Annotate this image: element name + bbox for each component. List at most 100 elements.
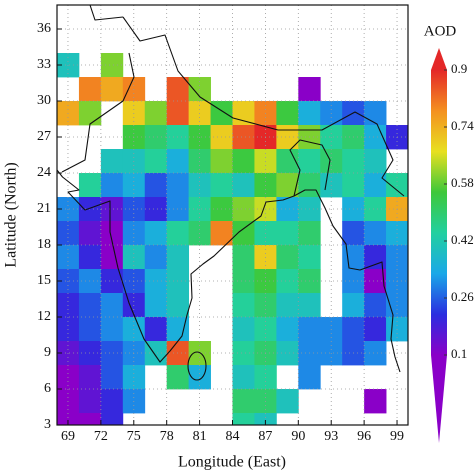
x-tick-label: 69 <box>61 429 75 444</box>
coastlines <box>57 5 405 381</box>
aod-cell <box>342 245 365 270</box>
grid <box>57 5 408 426</box>
colorbar-tick-label: 0.74 <box>451 118 474 133</box>
aod-cell <box>276 245 299 270</box>
aod-cell <box>100 149 124 174</box>
aod-cell <box>276 293 299 318</box>
aod-cell <box>100 53 124 78</box>
aod-cell <box>232 101 255 126</box>
x-tick-label: 87 <box>258 429 272 444</box>
aod-cell <box>298 317 321 342</box>
aod-cell <box>298 101 321 126</box>
aod-cell <box>276 197 299 222</box>
aod-cell <box>298 293 321 318</box>
aod-cell <box>100 365 124 390</box>
aod-cell <box>100 77 124 102</box>
aod-cell <box>276 125 299 150</box>
aod-cell <box>210 101 233 126</box>
aod-cell <box>364 269 387 294</box>
colorbar-tick-label: 0.58 <box>451 175 474 190</box>
aod-cell <box>232 293 255 318</box>
aod-cell <box>232 389 255 414</box>
aod-cell <box>166 221 190 246</box>
aod-cell <box>166 77 190 102</box>
aod-cell <box>342 221 365 246</box>
aod-cell <box>144 125 168 150</box>
x-tick-label: 99 <box>390 429 404 444</box>
aod-cell <box>100 173 124 198</box>
aod-cell <box>364 389 387 414</box>
aod-cell <box>254 413 277 425</box>
aod-cell <box>166 293 190 318</box>
aod-cell <box>364 221 387 246</box>
aod-cell <box>342 293 365 318</box>
aod-cell <box>364 341 387 366</box>
aod-cell <box>276 317 299 342</box>
sri-lanka <box>187 351 207 381</box>
colorbar-tick-label: 0.9 <box>451 61 467 76</box>
aod-cell <box>144 341 168 366</box>
x-tick-label: 90 <box>291 429 305 444</box>
x-tick-label: 81 <box>193 429 207 444</box>
aod-cell <box>342 317 365 342</box>
aod-cell <box>232 317 255 342</box>
colorbar-extension <box>431 355 447 443</box>
aod-cell <box>364 101 387 126</box>
colorbar-tick-label: 0.26 <box>451 289 474 304</box>
aod-cell <box>166 245 190 270</box>
aod-cell <box>78 221 102 246</box>
aod-cell <box>210 173 233 198</box>
aod-cell <box>276 221 299 246</box>
aod-cell <box>144 293 168 318</box>
aod-cell <box>364 173 387 198</box>
aod-cell <box>166 149 190 174</box>
aod-cell <box>78 245 102 270</box>
aod-cell <box>232 341 255 366</box>
aod-cell <box>100 221 124 246</box>
border <box>61 52 135 173</box>
aod-cell <box>100 269 124 294</box>
aod-cell <box>342 173 365 198</box>
aod-cell <box>78 269 102 294</box>
aod-cell <box>298 149 321 174</box>
aod-cell <box>210 149 233 174</box>
y-tick-label: 30 <box>37 93 51 108</box>
aod-cell <box>100 293 124 318</box>
aod-cell <box>78 389 102 414</box>
border <box>289 139 331 197</box>
y-tick-label: 3 <box>44 417 51 432</box>
aod-cell <box>298 221 321 246</box>
y-tick-label: 15 <box>37 273 51 288</box>
y-tick-label: 18 <box>37 237 51 252</box>
aod-cell <box>232 173 255 198</box>
colorbar: 0.1 0.26 0.42 0.58 0.74 0.9 <box>431 48 474 443</box>
y-tick-label: 36 <box>37 21 51 36</box>
heatmap <box>57 53 408 425</box>
aod-cell <box>364 149 387 174</box>
x-tick-label: 96 <box>357 429 371 444</box>
aod-cell <box>364 125 387 150</box>
aod-cell <box>166 365 190 390</box>
aod-cell <box>232 413 255 425</box>
border <box>89 5 124 21</box>
aod-cell <box>232 365 255 390</box>
aod-cell <box>100 389 124 414</box>
coastline <box>57 169 401 373</box>
y-tick-label: 6 <box>44 381 51 396</box>
x-tick-label: 93 <box>324 429 338 444</box>
aod-cell <box>144 197 168 222</box>
x-tick-label: 72 <box>94 429 108 444</box>
aod-cell <box>210 221 233 246</box>
y-axis-title: Latitude (North) <box>3 162 20 267</box>
aod-cell <box>100 245 124 270</box>
border <box>122 16 405 197</box>
aod-cell <box>232 197 255 222</box>
aod-cell <box>364 245 387 270</box>
aod-cell <box>364 197 387 222</box>
aod-cell <box>166 317 190 342</box>
y-tick-label: 33 <box>37 57 51 72</box>
y-tick-label: 9 <box>44 345 51 360</box>
y-tick-label: 21 <box>37 201 51 216</box>
